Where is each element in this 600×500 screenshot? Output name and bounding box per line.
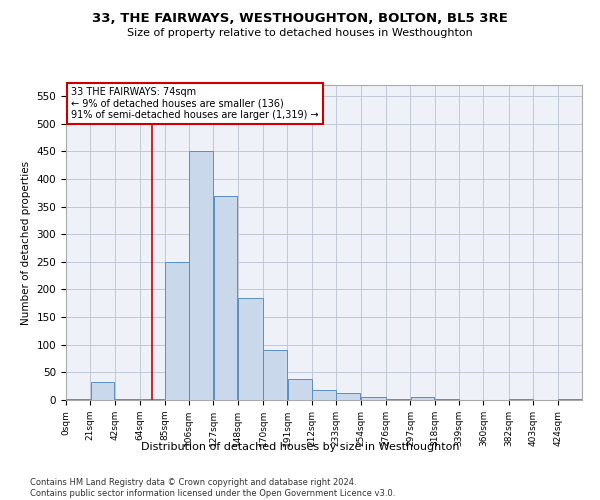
Bar bbox=[509, 399, 533, 400]
Bar bbox=[214, 196, 238, 400]
Text: Distribution of detached houses by size in Westhoughton: Distribution of detached houses by size … bbox=[141, 442, 459, 452]
Bar bbox=[288, 379, 311, 400]
Bar bbox=[361, 397, 386, 400]
Bar bbox=[263, 350, 287, 400]
Bar bbox=[337, 394, 360, 400]
Text: 33, THE FAIRWAYS, WESTHOUGHTON, BOLTON, BL5 3RE: 33, THE FAIRWAYS, WESTHOUGHTON, BOLTON, … bbox=[92, 12, 508, 26]
Text: 33 THE FAIRWAYS: 74sqm
← 9% of detached houses are smaller (136)
91% of semi-det: 33 THE FAIRWAYS: 74sqm ← 9% of detached … bbox=[71, 86, 319, 120]
Text: Contains HM Land Registry data © Crown copyright and database right 2024.
Contai: Contains HM Land Registry data © Crown c… bbox=[30, 478, 395, 498]
Text: Size of property relative to detached houses in Westhoughton: Size of property relative to detached ho… bbox=[127, 28, 473, 38]
Bar bbox=[238, 298, 263, 400]
Bar bbox=[558, 399, 582, 400]
Bar bbox=[165, 262, 188, 400]
Bar bbox=[66, 399, 90, 400]
Bar bbox=[91, 382, 115, 400]
Bar bbox=[189, 152, 213, 400]
Bar bbox=[312, 390, 336, 400]
Bar bbox=[386, 399, 410, 400]
Y-axis label: Number of detached properties: Number of detached properties bbox=[21, 160, 31, 324]
Bar bbox=[410, 397, 434, 400]
